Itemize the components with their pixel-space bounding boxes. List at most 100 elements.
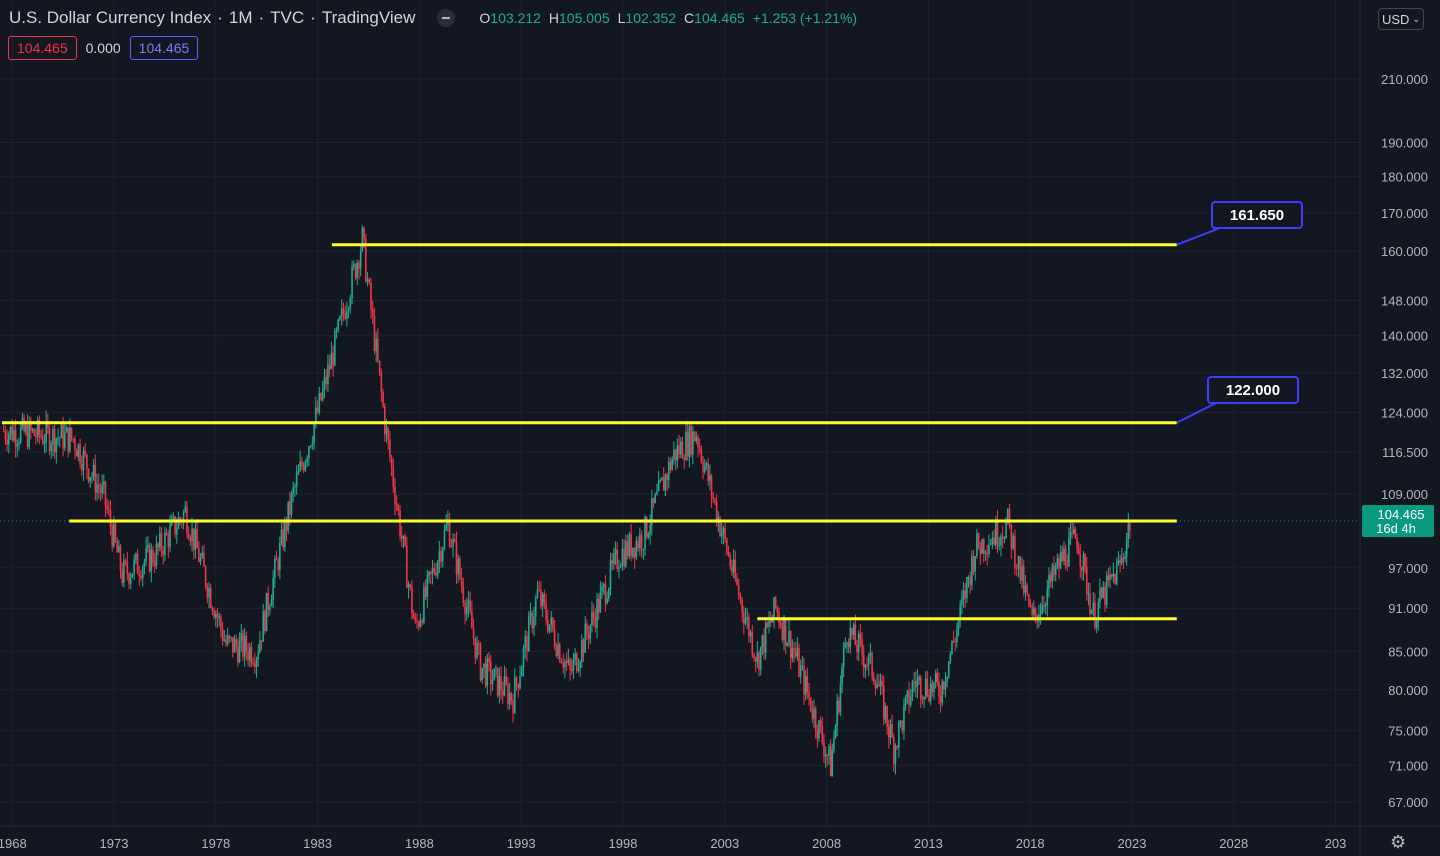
candle <box>370 278 372 319</box>
candle-body <box>977 533 980 548</box>
candle-body <box>654 494 657 503</box>
candle <box>794 642 797 659</box>
ask-badge[interactable]: 104.465 <box>129 36 199 60</box>
candle <box>250 641 253 668</box>
candle-body <box>604 584 607 604</box>
candle <box>659 478 662 483</box>
candle-body <box>479 644 482 681</box>
candle <box>488 651 490 672</box>
currency-dropdown[interactable]: USD ⌄ <box>1378 8 1424 30</box>
candle <box>761 634 764 656</box>
candle <box>301 456 303 471</box>
candle <box>148 542 151 573</box>
candle <box>489 655 492 696</box>
candle-body <box>783 618 785 640</box>
candle-body <box>931 683 934 693</box>
candle <box>1051 562 1054 589</box>
candle <box>976 528 978 559</box>
candle-body <box>182 511 185 523</box>
candle-body <box>857 633 860 653</box>
candle-body <box>103 481 105 485</box>
candle <box>748 612 750 643</box>
callout-pointer <box>1176 227 1221 246</box>
candle-body <box>99 488 102 494</box>
candle <box>30 417 32 440</box>
candle <box>768 611 770 634</box>
candle <box>503 665 506 697</box>
candle-body <box>1127 523 1130 539</box>
candle-body <box>70 427 73 439</box>
separator-dot: · <box>217 8 223 27</box>
candle <box>804 669 807 701</box>
candle <box>911 679 914 702</box>
candle-body <box>429 571 432 574</box>
candle-body <box>749 632 752 637</box>
candle <box>669 457 672 474</box>
candle-body <box>944 681 947 690</box>
candle-body <box>438 551 441 562</box>
candle <box>160 526 163 558</box>
candle <box>1017 555 1020 578</box>
candle <box>375 331 377 363</box>
candle <box>798 643 800 678</box>
candle <box>182 509 185 530</box>
y-tick-label: 67.000 <box>1388 795 1428 810</box>
candle <box>498 667 501 704</box>
candle-body <box>128 573 130 584</box>
symbol-title[interactable]: U.S. Dollar Currency Index <box>9 8 212 27</box>
collapse-legend-button[interactable] <box>437 9 456 27</box>
candle-body <box>871 652 873 677</box>
candle-body <box>450 546 453 548</box>
candle-body <box>512 700 514 714</box>
candle-body <box>527 616 530 652</box>
candle <box>909 688 912 708</box>
candle <box>394 477 396 516</box>
candle <box>816 724 819 748</box>
y-tick-label: 80.000 <box>1388 683 1428 698</box>
bid-badge[interactable]: 104.465 <box>8 36 77 60</box>
candle-body <box>1029 605 1032 607</box>
candle <box>839 675 842 717</box>
candle-body <box>668 461 670 481</box>
candle <box>342 302 345 322</box>
interval-label[interactable]: 1M <box>228 8 253 27</box>
candle <box>41 428 44 446</box>
candle <box>1119 554 1121 573</box>
candle-body <box>540 590 542 607</box>
candle <box>257 644 259 667</box>
candle-body <box>344 313 346 319</box>
candle <box>274 555 276 588</box>
candle-body <box>683 458 686 460</box>
candle-body <box>262 611 264 642</box>
candle-body <box>732 559 735 573</box>
candle-body <box>1090 610 1093 615</box>
candle-body <box>221 628 224 641</box>
candle <box>1076 533 1078 554</box>
callout-box <box>1207 376 1299 404</box>
candle-body <box>459 558 461 578</box>
candle-body <box>693 431 696 441</box>
candle-body <box>179 517 181 521</box>
candle <box>789 630 792 670</box>
candle <box>311 436 314 450</box>
candle <box>952 630 955 644</box>
candle <box>347 306 350 319</box>
candle <box>527 611 530 652</box>
candle-body <box>301 461 303 466</box>
candle-body <box>700 448 703 462</box>
candle-body <box>964 590 967 599</box>
candle-body <box>503 676 506 696</box>
candle-body <box>279 543 281 571</box>
candle <box>424 579 427 600</box>
candle <box>245 631 248 661</box>
candle <box>793 641 795 663</box>
candle <box>515 675 518 691</box>
candle-body <box>75 450 78 457</box>
candle-body <box>564 661 566 668</box>
gear-icon[interactable]: ⚙ <box>1390 832 1407 852</box>
candle <box>1024 575 1027 601</box>
candle <box>486 653 489 695</box>
candle <box>493 668 495 681</box>
candle-body <box>852 624 855 636</box>
